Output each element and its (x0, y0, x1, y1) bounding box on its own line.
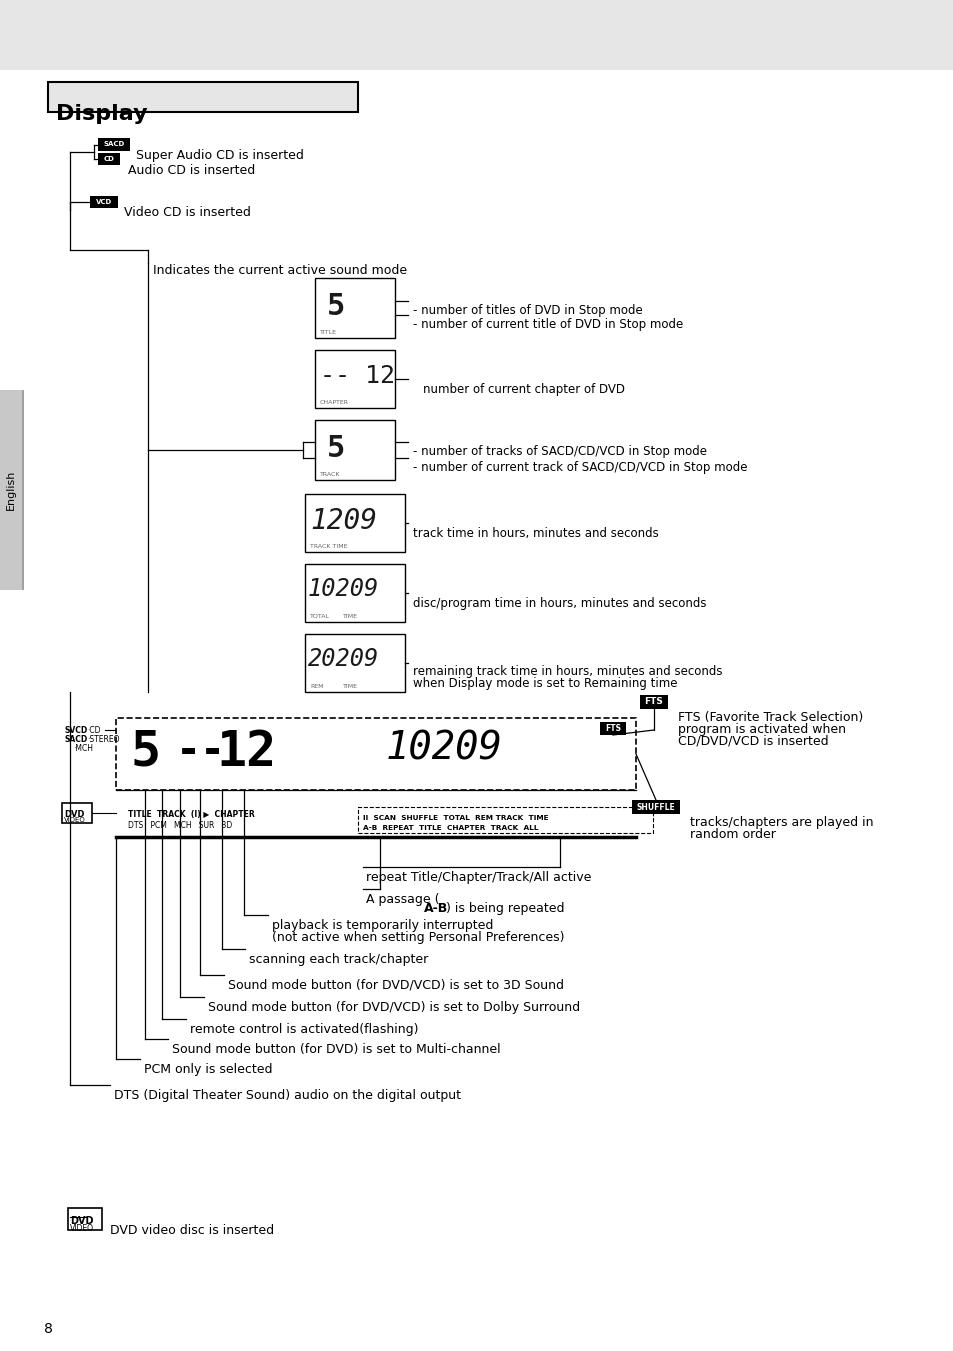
Text: FTS (Favorite Track Selection): FTS (Favorite Track Selection) (678, 711, 862, 724)
Text: scanning each track/chapter: scanning each track/chapter (249, 952, 428, 966)
Text: TIME: TIME (343, 684, 357, 689)
Text: TRACK: TRACK (319, 471, 340, 477)
Text: FTS: FTS (644, 697, 662, 707)
Text: SVCD: SVCD (65, 725, 89, 735)
Text: TIME: TIME (343, 613, 357, 619)
Text: Sound mode button (for DVD) is set to Multi-channel: Sound mode button (for DVD) is set to Mu… (172, 1043, 500, 1056)
Text: SHUFFLE: SHUFFLE (636, 802, 675, 812)
Text: 20209: 20209 (308, 647, 379, 671)
Text: remaining track time in hours, minutes and seconds: remaining track time in hours, minutes a… (413, 665, 721, 678)
Text: - number of titles of DVD in Stop mode: - number of titles of DVD in Stop mode (413, 304, 642, 317)
Bar (357, 807, 652, 834)
Text: 10209: 10209 (308, 577, 379, 601)
Text: Super Audio CD is inserted: Super Audio CD is inserted (136, 149, 304, 162)
Text: 5: 5 (131, 728, 161, 775)
Text: track time in hours, minutes and seconds: track time in hours, minutes and seconds (413, 527, 659, 540)
Bar (314, 420, 395, 480)
Text: DVD video disc is inserted: DVD video disc is inserted (110, 1224, 274, 1238)
Bar (314, 278, 395, 338)
Bar (305, 563, 405, 621)
Text: CD/DVD/VCD is inserted: CD/DVD/VCD is inserted (678, 735, 828, 748)
Bar (639, 694, 667, 709)
Text: A passage (: A passage ( (366, 893, 439, 907)
Text: disc/program time in hours, minutes and seconds: disc/program time in hours, minutes and … (413, 597, 706, 611)
Bar (90, 196, 118, 208)
Text: TOTAL: TOTAL (310, 613, 330, 619)
Text: 8: 8 (44, 1323, 52, 1336)
Text: A-B: A-B (423, 902, 448, 915)
Text: DVD: DVD (70, 1216, 93, 1225)
Bar (314, 350, 395, 408)
Text: 12: 12 (215, 728, 276, 775)
Text: ) is being repeated: ) is being repeated (446, 902, 564, 915)
Text: FTS: FTS (604, 724, 620, 734)
Text: tracks/chapters are played in: tracks/chapters are played in (689, 816, 873, 830)
Text: DVD: DVD (64, 811, 85, 819)
Text: DTS   PCM   MCH   SUR   3D: DTS PCM MCH SUR 3D (128, 821, 232, 830)
Bar (0, 0, 953, 70)
Bar (98, 153, 120, 165)
Text: DTS (Digital Theater Sound) audio on the digital output: DTS (Digital Theater Sound) audio on the… (113, 1089, 460, 1102)
Text: SACD: SACD (103, 142, 125, 147)
Text: remote control is activated(flashing): remote control is activated(flashing) (190, 1023, 418, 1036)
Text: II  SCAN  SHUFFLE  TOTAL  REM TRACK  TIME: II SCAN SHUFFLE TOTAL REM TRACK TIME (363, 815, 548, 821)
Text: Video CD is inserted: Video CD is inserted (124, 205, 251, 219)
Bar (631, 800, 679, 815)
Text: ·STEREO: ·STEREO (87, 735, 119, 744)
Text: A-B  REPEAT  TITLE  CHAPTER  TRACK  ALL: A-B REPEAT TITLE CHAPTER TRACK ALL (363, 825, 537, 831)
Text: when Display mode is set to Remaining time: when Display mode is set to Remaining ti… (413, 677, 677, 690)
Text: Indicates the current active sound mode: Indicates the current active sound mode (152, 263, 407, 277)
Text: VCD: VCD (95, 199, 112, 205)
Text: CD: CD (104, 155, 114, 162)
Text: repeat Title/Chapter/Track/All active: repeat Title/Chapter/Track/All active (366, 871, 591, 884)
Text: 10209: 10209 (386, 730, 502, 767)
Text: Display: Display (56, 104, 148, 124)
Text: - number of current track of SACD/CD/VCD in Stop mode: - number of current track of SACD/CD/VCD… (413, 461, 747, 474)
Text: random order: random order (689, 828, 775, 842)
Text: program is activated when: program is activated when (678, 723, 845, 736)
Bar (48, 82, 357, 112)
Text: Sound mode button (for DVD/VCD) is set to Dolby Surround: Sound mode button (for DVD/VCD) is set t… (208, 1001, 579, 1015)
Text: playback is temporarily interrupted: playback is temporarily interrupted (272, 919, 493, 932)
Text: 1209: 1209 (310, 507, 376, 535)
Text: CHAPTER: CHAPTER (319, 400, 349, 405)
Text: Sound mode button (for DVD/VCD) is set to 3D Sound: Sound mode button (for DVD/VCD) is set t… (228, 979, 563, 992)
Text: 5: 5 (327, 434, 345, 463)
Text: number of current chapter of DVD: number of current chapter of DVD (422, 382, 624, 396)
Bar (62, 802, 91, 823)
Text: TITLE: TITLE (319, 330, 336, 335)
Bar (116, 717, 636, 790)
Bar (68, 1208, 102, 1229)
Text: (not active when setting Personal Preferences): (not active when setting Personal Prefer… (272, 931, 564, 944)
Text: English: English (6, 470, 16, 511)
Bar (305, 494, 405, 553)
Text: PCM only is selected: PCM only is selected (144, 1063, 273, 1075)
Text: 5: 5 (327, 292, 345, 322)
Bar (0, 390, 22, 590)
Text: --: -- (175, 730, 226, 771)
Text: -- 12: -- 12 (319, 363, 395, 388)
Text: REM: REM (310, 684, 323, 689)
Bar (22, 390, 24, 590)
Text: VIDEO: VIDEO (70, 1224, 94, 1233)
Text: Audio CD is inserted: Audio CD is inserted (128, 163, 255, 177)
Text: TITLE  TRACK  (I) ▶  CHAPTER: TITLE TRACK (I) ▶ CHAPTER (128, 811, 254, 819)
Text: ·MCH: ·MCH (73, 744, 92, 753)
Text: - number of tracks of SACD/CD/VCD in Stop mode: - number of tracks of SACD/CD/VCD in Sto… (413, 444, 706, 458)
Bar (305, 634, 405, 692)
Text: ·CD: ·CD (87, 725, 100, 735)
Text: SACD: SACD (65, 735, 89, 744)
Text: TRACK TIME: TRACK TIME (310, 544, 347, 549)
Text: VIDEO: VIDEO (64, 817, 86, 823)
Bar (599, 721, 625, 735)
Text: - number of current title of DVD in Stop mode: - number of current title of DVD in Stop… (413, 317, 682, 331)
Bar (98, 138, 130, 151)
